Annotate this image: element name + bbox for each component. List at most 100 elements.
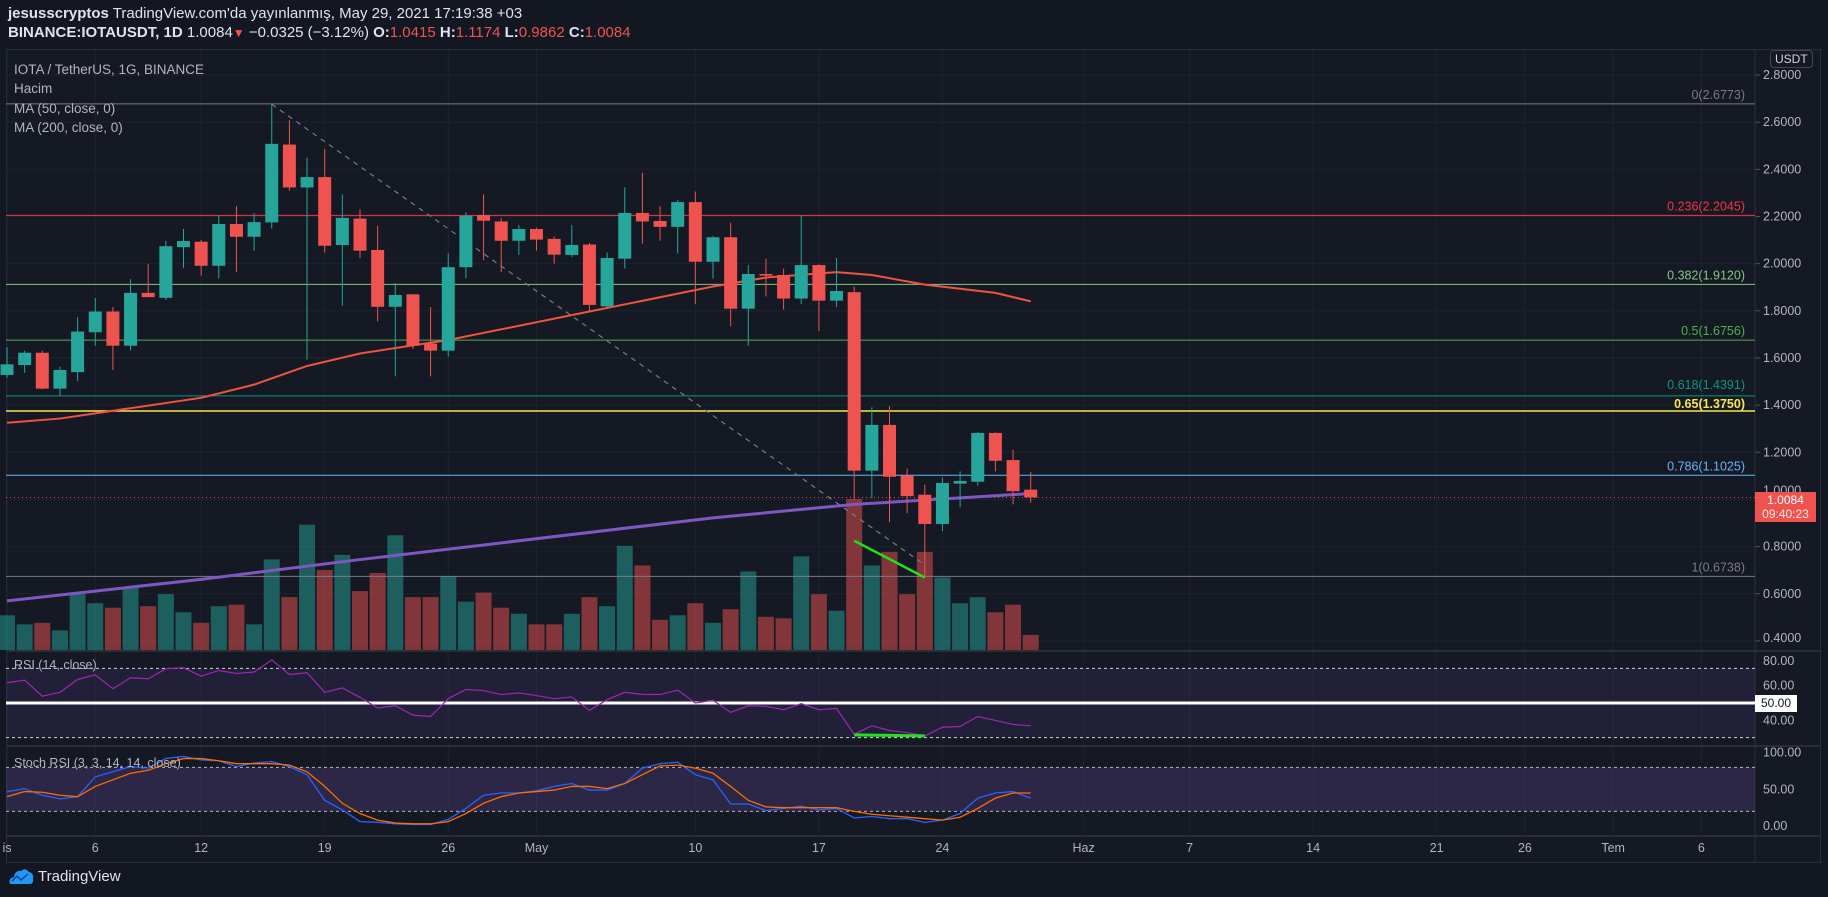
last-price: 1.0084: [186, 24, 233, 41]
price-tick-label: 0.6000: [1763, 587, 1801, 601]
volume-bar: [369, 572, 386, 650]
currency-button[interactable]: USDT: [1770, 50, 1813, 68]
brand-name: TradingView: [38, 867, 121, 885]
candle: [177, 228, 190, 268]
time-tick-label: 14: [1306, 841, 1320, 855]
volume-bar: [263, 559, 280, 650]
candle: [653, 206, 667, 241]
footer-brand[interactable]: TradingView: [8, 866, 121, 886]
volume-bar: [422, 597, 439, 650]
candle-body: [830, 290, 844, 301]
time-tick-label: is: [2, 841, 11, 855]
time-tick-label: 26: [441, 841, 455, 855]
volume-bar: [757, 616, 774, 650]
close-label: C:: [568, 24, 585, 41]
rsi-tick-label: 80.00: [1763, 654, 1794, 668]
candle: [318, 149, 332, 253]
candle-body: [635, 212, 649, 222]
candle-body: [794, 265, 808, 299]
price-tick-label: 2.2000: [1763, 209, 1801, 223]
candle-body: [459, 215, 473, 268]
time-tick-label: 12: [194, 841, 208, 855]
candle-body: [865, 424, 879, 471]
legend-ma50[interactable]: MA (50, close, 0): [14, 101, 116, 116]
legend-ma200[interactable]: MA (200, close, 0): [14, 120, 123, 135]
candle-body: [935, 482, 949, 524]
candle: [229, 206, 243, 273]
volume-bar: [687, 603, 704, 650]
candle-body: [159, 246, 173, 298]
candle: [494, 217, 508, 273]
fib-level-label: 1(0.6738): [1691, 560, 1745, 574]
candle: [141, 263, 155, 298]
candle-body: [618, 212, 632, 259]
candle: [1024, 471, 1038, 503]
volume-bar: [352, 591, 368, 650]
high-label: H:: [439, 24, 456, 41]
candle-body: [318, 177, 332, 246]
candle-body: [759, 274, 773, 276]
volume-bar: [934, 577, 951, 650]
legend-symbol[interactable]: IOTA / TetherUS, 1G, BINANCE: [14, 62, 205, 77]
current-price: 1.0084: [1767, 493, 1804, 507]
volume-bar: [493, 607, 510, 650]
time-tick-label: 10: [688, 841, 702, 855]
candle-body: [53, 369, 67, 389]
price-divergence-line: [853, 539, 926, 579]
candle: [1006, 449, 1020, 505]
candle: [0, 347, 14, 378]
publish-info: jesusscryptos TradingView.com'da yayınla…: [8, 5, 522, 22]
time-tick-label: 26: [1518, 841, 1532, 855]
volume-bar: [969, 597, 986, 650]
candle-body: [741, 274, 755, 309]
candle-body: [883, 424, 896, 477]
candle-body: [653, 220, 667, 227]
candle-body: [335, 217, 349, 246]
candle: [265, 104, 279, 229]
candle-body: [953, 481, 967, 484]
time-tick-label: May: [525, 841, 549, 855]
candle: [159, 241, 173, 300]
price-tick-label: 0.4000: [1763, 631, 1801, 645]
candle-body: [71, 331, 85, 373]
volume-bar: [316, 569, 333, 650]
candle-body: [671, 202, 685, 227]
volume-bar: [1005, 604, 1022, 650]
legend-stoch-rsi[interactable]: Stoch RSI (3, 3, 14, 14, close): [14, 756, 181, 770]
volume-bar: [810, 594, 827, 650]
price-tick-label: 2.0000: [1763, 257, 1801, 271]
volume-bar: [899, 594, 916, 650]
candle-body: [194, 241, 208, 266]
candle: [353, 209, 367, 258]
candle: [900, 468, 914, 514]
candle-body: [900, 475, 914, 497]
candle: [671, 199, 685, 254]
candle: [388, 282, 402, 377]
candle: [335, 194, 349, 306]
candle: [282, 120, 296, 191]
volume-bar: [881, 551, 898, 650]
candle: [706, 235, 720, 279]
time-tick-label: Tem: [1601, 841, 1625, 855]
candle-body: [477, 215, 491, 221]
candle: [106, 307, 120, 370]
candle: [759, 258, 773, 297]
candle-body: [565, 245, 579, 255]
fib-level-label: 0.618(1.4391): [1667, 378, 1745, 392]
candle-body: [688, 202, 702, 262]
price-tick-label: 0.8000: [1763, 540, 1801, 554]
candle-body: [177, 241, 190, 248]
volume-bar: [740, 571, 757, 650]
legend-volume[interactable]: Hacim: [14, 81, 53, 96]
author-name[interactable]: jesusscryptos: [8, 5, 109, 22]
candle-body: [706, 237, 720, 262]
volume-bar: [0, 615, 15, 650]
time-tick-label: 6: [1698, 841, 1705, 855]
candle-body: [724, 237, 738, 309]
high-value: 1.1174: [455, 24, 501, 41]
legend-rsi[interactable]: RSI (14, close): [14, 658, 97, 672]
price-tick-label: 2.4000: [1763, 162, 1801, 176]
time-tick-label: 7: [1186, 841, 1193, 855]
candle: [18, 350, 32, 373]
